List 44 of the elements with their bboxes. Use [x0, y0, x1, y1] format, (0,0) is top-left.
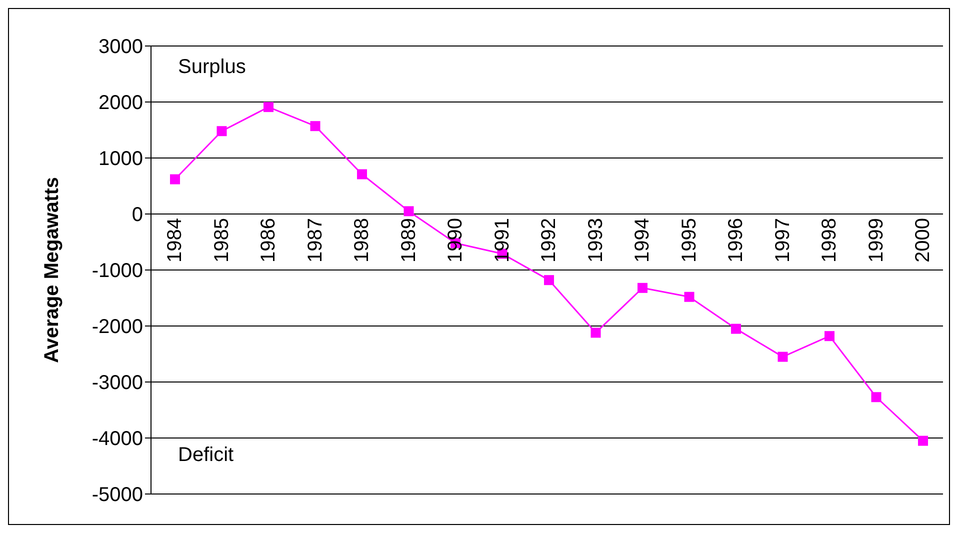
y-tick-label: 1000	[98, 148, 143, 170]
y-tick-label: -3000	[92, 372, 143, 394]
x-tick-label: 1991	[491, 218, 514, 262]
point	[638, 282, 648, 293]
annotation: Surplus	[178, 56, 246, 79]
y-tick-label: 2000	[98, 92, 143, 114]
y-tick-label: -5000	[92, 484, 143, 506]
x-tick-label: 1999	[865, 218, 888, 262]
point	[824, 331, 834, 342]
point	[170, 174, 180, 184]
point	[310, 121, 320, 132]
point	[216, 126, 227, 136]
point	[684, 292, 694, 302]
point	[544, 275, 554, 286]
point	[918, 436, 928, 446]
x-tick-label: 2000	[912, 218, 934, 262]
x-tick-label: 1989	[398, 218, 420, 262]
x-tick-label: 1984	[164, 218, 186, 262]
point	[590, 328, 601, 338]
x-tick-label: 1998	[818, 218, 840, 262]
annotation: Deficit	[178, 444, 234, 467]
point	[778, 352, 788, 362]
x-tick-label: 1990	[444, 218, 466, 262]
x-tick-label: 1996	[725, 218, 747, 262]
y-tick-label: -4000	[92, 428, 143, 450]
y-tick-label: 0	[132, 204, 143, 226]
y-tick-label: -1000	[92, 260, 143, 282]
x-tick-label: 1995	[678, 218, 700, 262]
point	[264, 102, 274, 112]
x-tick-label: 1993	[584, 218, 607, 262]
y-tick-label: -2000	[92, 316, 143, 338]
point	[357, 169, 367, 180]
x-tick-label: 1992	[538, 218, 560, 262]
point	[404, 206, 414, 216]
point	[731, 324, 741, 334]
x-tick-label: 1986	[258, 218, 280, 262]
point	[871, 392, 882, 402]
x-tick-label: 1988	[351, 218, 373, 262]
y-tick-label: 3000	[98, 36, 143, 58]
y-axis-title: Average Megawatts	[41, 177, 64, 363]
x-tick-label: 1994	[632, 218, 654, 262]
x-tick-label: 1987	[304, 218, 326, 262]
x-tick-label: 1997	[772, 218, 794, 262]
x-tick-label: 1985	[210, 218, 233, 262]
